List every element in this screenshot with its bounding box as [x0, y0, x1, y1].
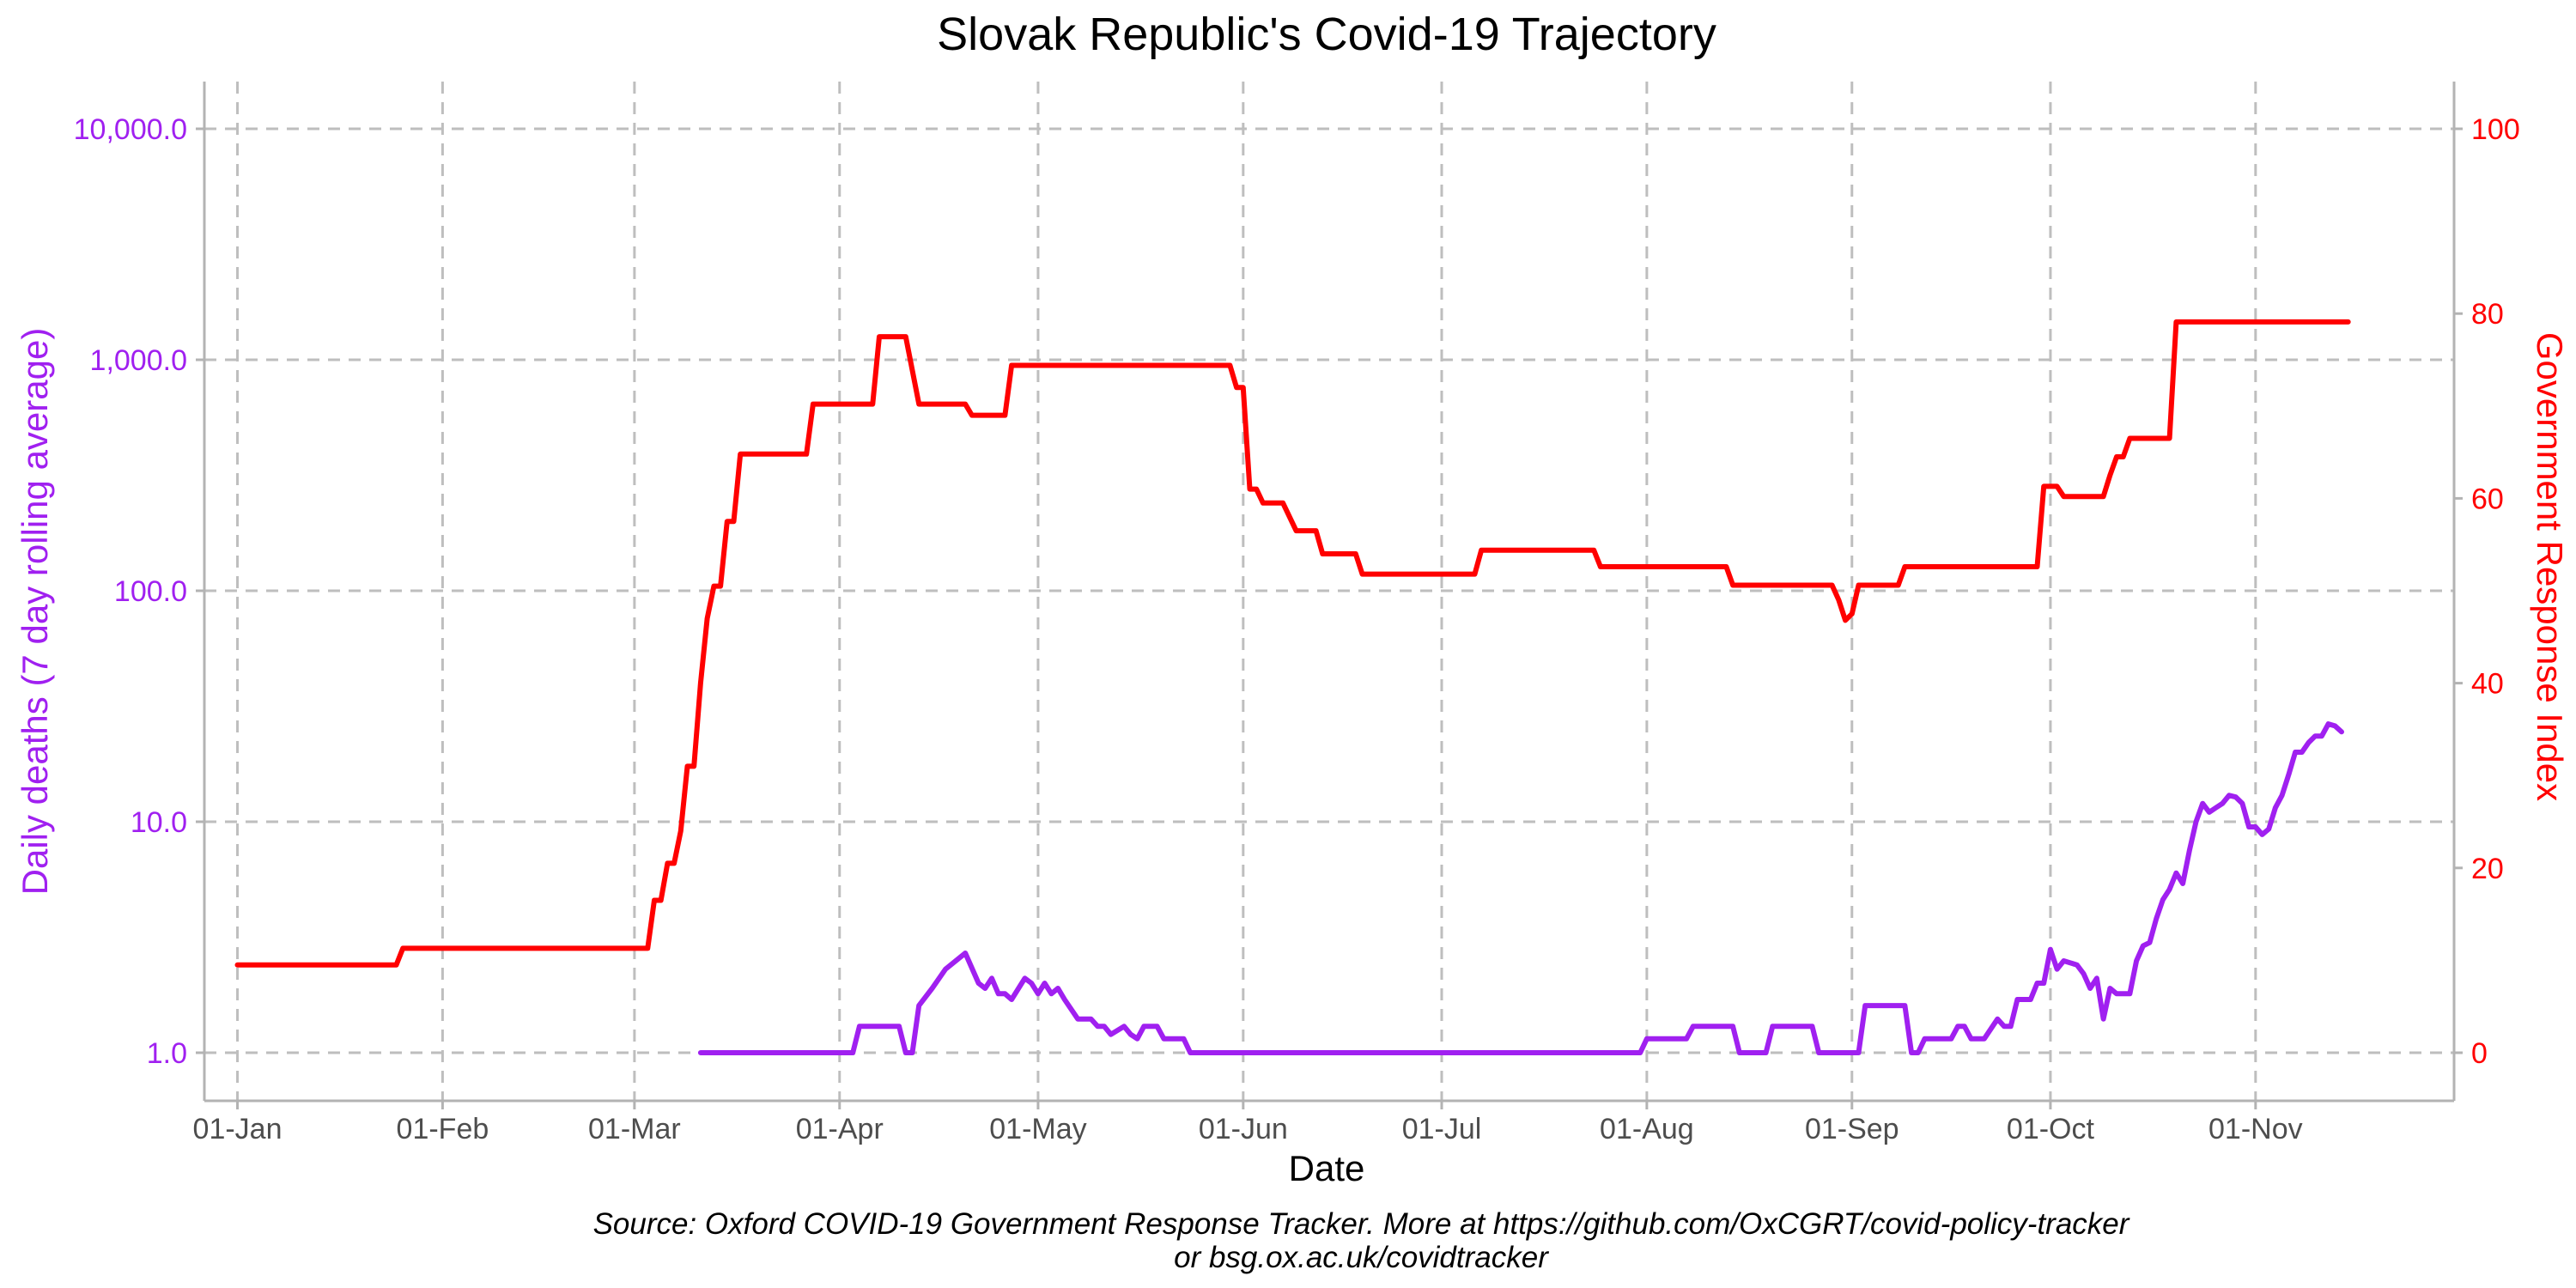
y-left-tick-label: 100.0 — [114, 575, 187, 608]
x-tick-label: 01-Feb — [397, 1113, 489, 1145]
x-tick-label: 01-Oct — [2007, 1113, 2095, 1145]
y-right-tick-label: 20 — [2471, 853, 2504, 885]
x-tick-label: 01-Nov — [2208, 1113, 2303, 1145]
chart-title: Slovak Republic's Covid-19 Trajectory — [937, 9, 1716, 60]
source-caption-line-1: Source: Oxford COVID-19 Government Respo… — [593, 1207, 2130, 1241]
x-tick-label: 01-Jan — [193, 1113, 283, 1145]
y-right-tick-label: 0 — [2471, 1037, 2488, 1070]
y-left-tick-label: 1,000.0 — [90, 344, 187, 377]
x-tick-label: 01-Jul — [1402, 1113, 1482, 1145]
x-tick-label: 01-May — [989, 1113, 1086, 1145]
y-right-tick-label: 80 — [2471, 298, 2504, 331]
x-tick-label: 01-Aug — [1600, 1113, 1694, 1145]
y-axis-left-title: Daily deaths (7 day rolling average) — [15, 328, 55, 896]
government-response-index-line — [234, 319, 2351, 968]
y-axis-right-title: Government Response Index — [2530, 332, 2570, 801]
y-left-tick-label: 10,000.0 — [74, 113, 187, 146]
x-tick-label: 01-Apr — [796, 1113, 884, 1145]
tick-labels: 01-Jan 01-Feb 01-Mar 01-Apr 01-May 01-Jun 01-J… — [74, 113, 2520, 1145]
y-right-tick-label: 100 — [2471, 113, 2520, 146]
x-tick-label: 01-Jun — [1199, 1113, 1288, 1145]
x-tick-label: 01-Mar — [588, 1113, 681, 1145]
x-axis-title: Date — [1289, 1148, 1365, 1188]
grid — [204, 82, 2454, 1101]
axes — [196, 82, 2463, 1109]
y-left-tick-label: 10.0 — [131, 806, 187, 839]
y-left-tick-label: 1.0 — [147, 1037, 187, 1070]
y-right-tick-label: 40 — [2471, 668, 2504, 701]
y-right-tick-label: 60 — [2471, 483, 2504, 515]
series — [234, 319, 2351, 1055]
daily-deaths-line — [697, 721, 2344, 1055]
source-caption-line-2: or bsg.ox.ac.uk/covidtracker — [1174, 1241, 1549, 1274]
x-tick-label: 01-Sep — [1805, 1113, 1899, 1145]
